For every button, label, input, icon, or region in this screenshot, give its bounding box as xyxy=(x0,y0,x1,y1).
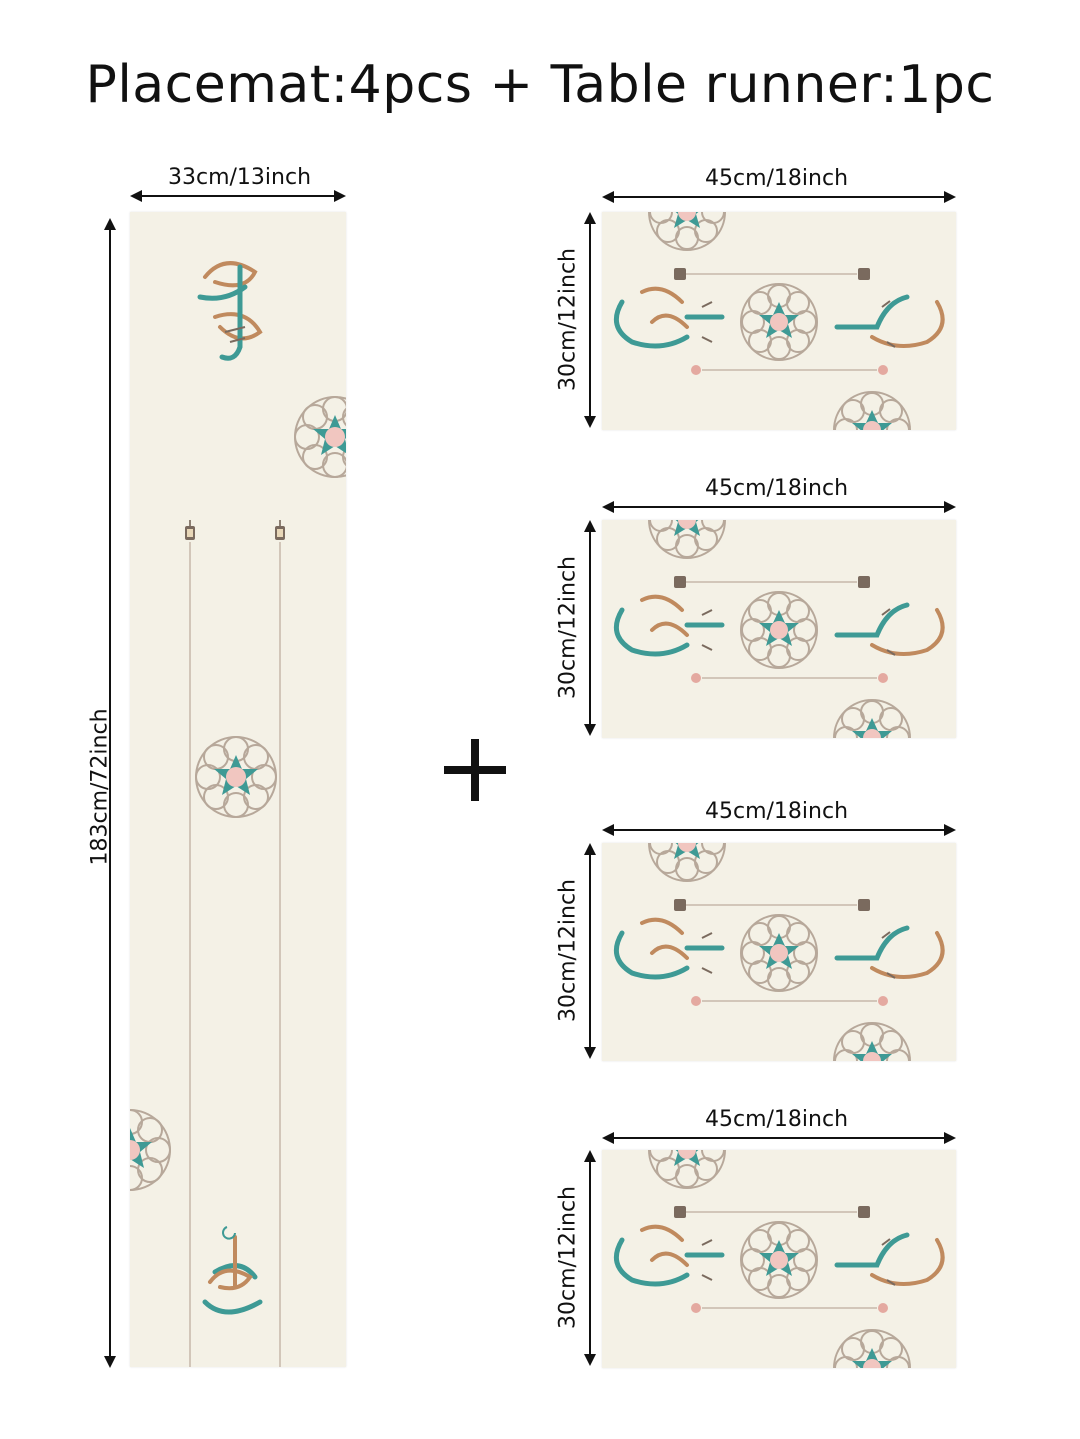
runner-width-arrow xyxy=(130,188,346,204)
placemat-height-arrow xyxy=(582,1150,598,1366)
placemat xyxy=(602,843,956,1061)
placemat-width-label: 45cm/18inch xyxy=(705,799,849,824)
runner-length-arrow xyxy=(102,218,118,1368)
placemat-width-arrow xyxy=(602,822,956,838)
calligraphy-emblem-icon xyxy=(197,261,263,361)
placemat-height-arrow xyxy=(582,843,598,1059)
placemat-height-label: 30cm/12inch xyxy=(555,247,581,392)
table-runner xyxy=(130,212,346,1367)
placemat-width-arrow xyxy=(602,1130,956,1146)
page-title: Placemat:4pcs + Table runner:1pc xyxy=(85,55,995,115)
placemat-width-arrow xyxy=(602,189,956,205)
placemat-height-label: 30cm/12inch xyxy=(555,1185,581,1330)
runner-pattern xyxy=(130,261,346,1367)
placemat xyxy=(602,212,956,430)
placemat-height-arrow xyxy=(582,520,598,736)
placemat-height-label: 30cm/12inch xyxy=(555,878,581,1023)
placemat xyxy=(602,520,956,738)
calligraphy-emblem-icon xyxy=(202,1226,263,1315)
placemat-width-label: 45cm/18inch xyxy=(705,1107,849,1132)
runner-width-label: 33cm/13inch xyxy=(168,165,312,190)
placemat-width-label: 45cm/18inch xyxy=(705,476,849,501)
runner-length-label: 183cm/72inch xyxy=(87,708,113,866)
placemat-width-label: 45cm/18inch xyxy=(705,166,849,191)
placemat xyxy=(602,1150,956,1368)
placemat-width-arrow xyxy=(602,499,956,515)
placemat-height-label: 30cm/12inch xyxy=(555,555,581,700)
placemat-height-arrow xyxy=(582,212,598,428)
plus-icon xyxy=(440,735,510,805)
